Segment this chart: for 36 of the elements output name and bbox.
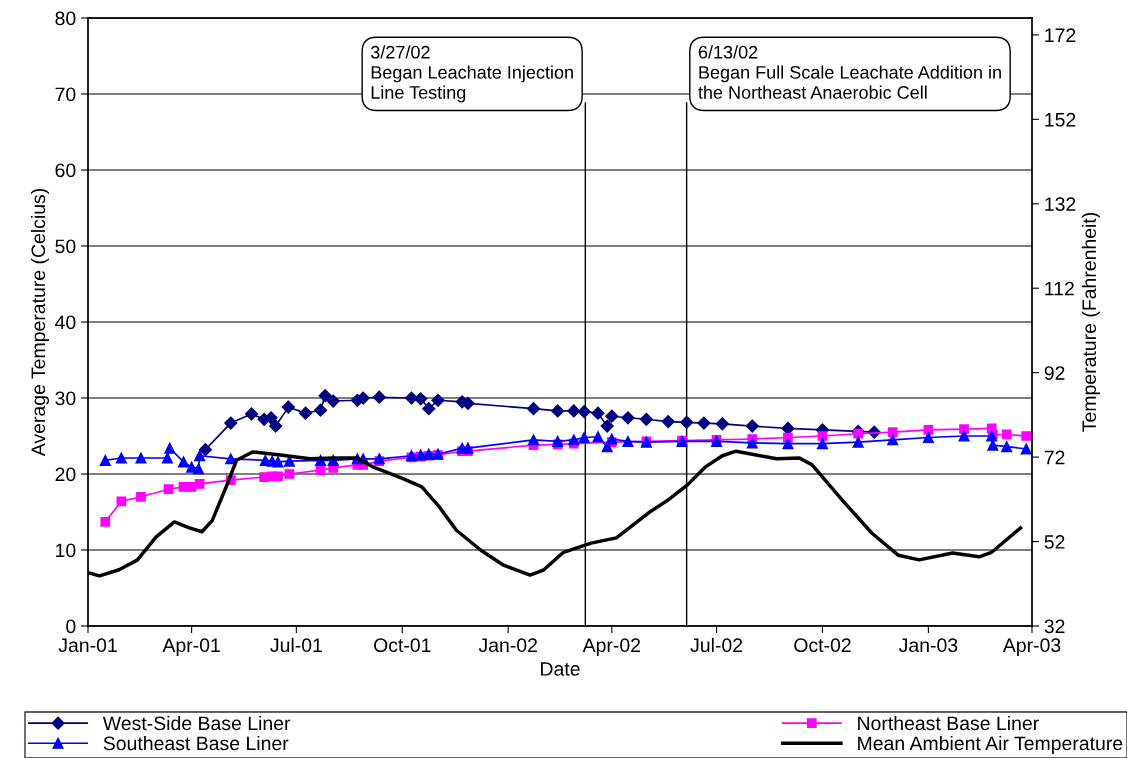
x-axis-title: Date	[541, 662, 580, 676]
y2-tick-label: 92	[1044, 366, 1065, 380]
ref-line-label: 3/27/02 Began Leachate Injection Line Testing	[370, 45, 573, 103]
x-tick-label: Oct-02	[794, 638, 851, 653]
legend-label: Northeast Base Liner	[858, 715, 1039, 731]
x-tick-label: Jul-02	[690, 637, 743, 653]
y-tick-label: 60	[55, 163, 76, 178]
x-tick-label: Apr-02	[582, 638, 641, 656]
x-tick-label: Jan-03	[898, 638, 958, 653]
x-tick-label: Oct-01	[374, 638, 431, 653]
legend-label: Mean Ambient Air Temperature	[858, 735, 1123, 755]
y2-axis-title: Temperature (Fahrenheit)	[1081, 212, 1100, 432]
x-tick-label: Jan-02	[478, 638, 537, 653]
legend-label: West-Side Base Liner	[102, 715, 291, 731]
y-tick-label: 70	[55, 87, 76, 102]
y2-tick-label: 72	[1044, 450, 1065, 465]
y2-tick-label: 32	[1044, 619, 1065, 634]
y2-tick-label: 152	[1045, 112, 1076, 127]
x-tick-label: Jul-01	[270, 637, 322, 653]
y-axis-title: Average Temperature (Celcius)	[30, 189, 50, 457]
x-tick-label: Apr-03	[1002, 638, 1061, 656]
y-tick-label: 40	[55, 315, 76, 330]
y-tick-label: 80	[55, 11, 76, 26]
ref-line-label: 6/13/02 Began Full Scale Leachate Addition in the Northeast Anaerobic Cell	[698, 45, 1001, 99]
x-tick-label: Apr-01	[162, 638, 220, 656]
y-tick-label: 50	[55, 239, 76, 254]
legend-label: Southeast Base Liner	[103, 735, 289, 751]
y-tick-label: 20	[55, 467, 76, 482]
y2-tick-label: 132	[1045, 197, 1076, 212]
y-tick-label: 10	[56, 543, 76, 558]
y-tick-label: 30	[55, 391, 76, 406]
x-tick-label: Jan-01	[58, 638, 117, 653]
y2-tick-label: 112	[1045, 281, 1074, 296]
y-tick-label: 0	[66, 619, 76, 634]
y2-tick-label: 172	[1045, 28, 1076, 42]
y2-tick-label: 52	[1044, 535, 1065, 549]
